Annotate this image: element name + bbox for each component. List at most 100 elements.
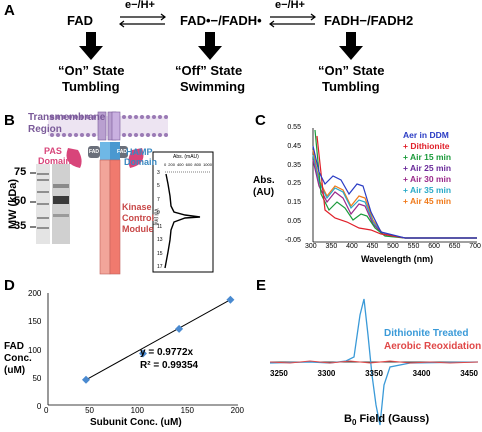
panel-b: B — [0, 110, 255, 275]
sec-x-tick: 400 — [176, 162, 184, 167]
uv-x-tick: 300 — [305, 243, 317, 250]
d-equation: y = 0.9772x — [140, 347, 194, 358]
sec-x-tick: 800 — [194, 162, 202, 167]
legend-entry: Aer in DDM — [403, 130, 449, 140]
uv-y-tick: 0.25 — [287, 180, 301, 188]
uv-x-tick: 650 — [448, 243, 461, 250]
uv-x-ticks: 300 350 400 450 500 550 600 650 700 — [305, 243, 481, 250]
panel-c-letter: C — [255, 112, 266, 129]
outcome-3-line1: “On” State — [318, 63, 385, 78]
uv-y-tick: 0.05 — [287, 218, 301, 226]
sec-y-tick: 9 — [157, 210, 160, 217]
hamp-label-2: Domain — [124, 157, 158, 167]
e-x-tick: 3300 — [317, 369, 336, 378]
state-hydroquinone: FADH−/FADH2 — [324, 13, 414, 28]
epr-x-label-sub: 0 — [351, 418, 357, 428]
sec-x-tick: 600 — [185, 162, 193, 167]
epr-x-label-rest: Field (Gauss) — [356, 413, 430, 425]
pas-label-1: PAS — [44, 146, 62, 156]
fad-conc-label-3: (uM) — [4, 365, 26, 376]
sec-y-tick: 13 — [157, 237, 163, 244]
data-point — [139, 349, 147, 358]
d-y-tick: 0 — [36, 402, 42, 411]
uv-y-tick: 0.55 — [287, 124, 301, 131]
state-fad: FAD — [67, 13, 93, 28]
aer-diagram — [30, 111, 214, 275]
uv-y-tick: 0.15 — [287, 199, 301, 207]
d-x-tick: 100 — [130, 406, 144, 415]
pas-label-2: Domain — [38, 156, 72, 166]
legend-entry: + Dithionite — [403, 141, 450, 151]
uv-x-tick: 600 — [428, 243, 440, 250]
data-point — [82, 375, 90, 384]
legend-entry: + Air 45 min — [403, 196, 452, 206]
kinase-label-2: Control — [122, 213, 154, 223]
fad-tag-right: FAD — [117, 149, 127, 155]
stoichiometry-plot — [47, 293, 238, 406]
d-y-tick: 50 — [32, 373, 42, 383]
sec-y-tick: 7 — [157, 196, 160, 203]
e-x-tick: 3250 — [270, 369, 288, 378]
d-x-tick: 50 — [85, 406, 94, 415]
sec-y-tick: 5 — [157, 183, 160, 190]
d-x-label: Subunit Conc. (uM) — [90, 417, 182, 428]
mw-tick-75: 75 — [14, 166, 27, 178]
epr-x-label: B0 Field (Gauss) — [344, 413, 429, 427]
uv-legend: Aer in DDM + Dithionite + Air 15 min + A… — [403, 130, 451, 207]
sec-y-tick: 17 — [157, 263, 163, 270]
uv-y-tick: 0.35 — [287, 161, 301, 169]
panel-b-letter: B — [4, 112, 15, 129]
abs-label-2: (AU) — [253, 187, 275, 198]
outcome-1-line2: Tumbling — [62, 79, 120, 94]
outcome-3-line2: Tumbling — [322, 79, 380, 94]
state-semiquinone: FAD•−/FADH• — [180, 13, 262, 28]
panel-e-letter: E — [256, 277, 267, 294]
sec-title: Abs. (mAU) — [173, 154, 199, 160]
d-x-tick: 150 — [180, 406, 194, 415]
abs-label-1: Abs. — [253, 175, 275, 186]
tm-label-1: Transmembrane — [28, 112, 106, 123]
uv-x-tick: 500 — [387, 243, 399, 250]
uv-vis-plot — [312, 128, 477, 243]
arrow2-label: e−/H+ — [275, 0, 305, 11]
mw-tick-35: 35 — [14, 220, 27, 232]
d-y-tick: 200 — [28, 289, 42, 298]
d-y-tick: 150 — [28, 317, 42, 327]
e-x-ticks: 3250 3300 3350 3400 3450 — [270, 369, 478, 378]
tm-label-2: Region — [28, 124, 62, 135]
outcome-1-line1: “On” State — [58, 63, 125, 78]
arrow1-label: e−/H+ — [125, 0, 155, 11]
legend-entry: + Air 15 min — [403, 152, 452, 162]
kinase-label-3: Module — [122, 224, 154, 234]
d-x-ticks: 0 50 100 150 200 — [44, 406, 244, 415]
uv-x-tick: 350 — [325, 243, 338, 250]
fad-conc-label-1: FAD — [4, 341, 24, 352]
data-point — [175, 324, 184, 333]
sec-y-tick: 11 — [157, 223, 163, 230]
mw-tick-50: 50 — [14, 195, 27, 207]
sec-x-tick: 0 — [164, 162, 167, 167]
outcome-2-line2: Swimming — [180, 79, 246, 94]
panel-a-arrows — [79, 13, 363, 60]
panel-a: A FAD FAD•−/FADH• FADH−/FADH2 e−/H+ e−/H… — [0, 0, 482, 110]
epr-legend-reox: Aerobic Reoxidation — [384, 341, 482, 352]
epr-x-label-b: B — [344, 413, 352, 425]
hamp-label-1: HAMP — [126, 147, 153, 157]
fad-tag-left: FAD — [89, 149, 99, 155]
uv-x-label: Wavelength (nm) — [361, 254, 434, 264]
sec-y-tick: 3 — [157, 170, 160, 176]
panel-c: C Abs. (AU) 0.55 0.45 0.35 0.25 0.15 0.0… — [253, 110, 482, 275]
fit-line — [85, 299, 231, 381]
uv-y-tick: -0.05 — [285, 236, 301, 244]
kinase-label-1: Kinase — [122, 202, 152, 212]
uv-x-tick: 400 — [346, 243, 358, 250]
sec-y-tick: 15 — [157, 250, 163, 257]
panel-a-letter: A — [4, 2, 15, 19]
epr-plot — [269, 298, 479, 426]
d-x-tick: 0 — [44, 406, 49, 415]
epr-legend-dithionite: Dithionite Treated — [384, 328, 469, 339]
d-x-tick: 200 — [230, 406, 244, 415]
legend-entry: + Air 35 min — [403, 185, 452, 195]
legend-entry: + Air 30 min — [403, 174, 452, 184]
uv-y-tick: 0.45 — [287, 142, 301, 150]
